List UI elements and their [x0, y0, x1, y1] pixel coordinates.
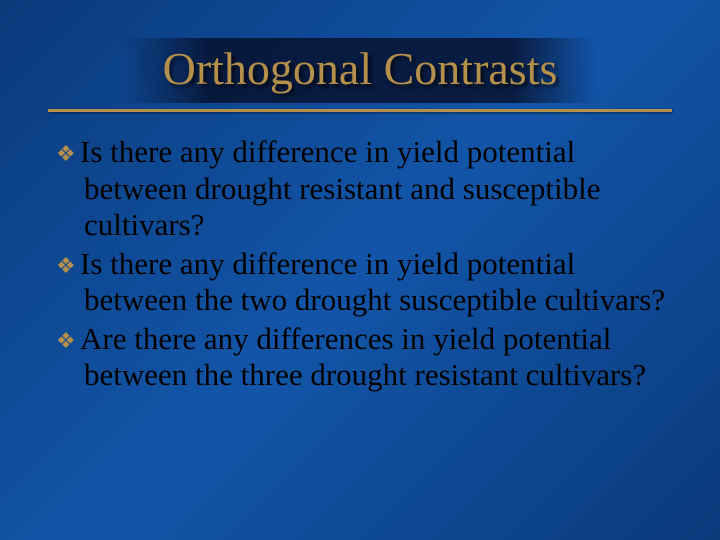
diamond-bullet-icon: ❖ — [56, 328, 80, 354]
slide: Orthogonal Contrasts ❖Is there any diffe… — [0, 0, 720, 540]
title-underline — [48, 109, 672, 112]
list-item: ❖Are there any differences in yield pote… — [56, 321, 670, 394]
slide-title: Orthogonal Contrasts — [123, 38, 598, 103]
diamond-bullet-icon: ❖ — [56, 141, 80, 167]
diamond-bullet-icon: ❖ — [56, 253, 80, 279]
list-item: ❖Is there any difference in yield potent… — [56, 134, 670, 244]
list-item-text: Is there any difference in yield potenti… — [80, 246, 665, 318]
list-item: ❖Is there any difference in yield potent… — [56, 246, 670, 319]
list-item-text: Is there any difference in yield potenti… — [80, 134, 601, 242]
list-item-text: Are there any differences in yield poten… — [80, 321, 646, 393]
content-area: ❖Is there any difference in yield potent… — [40, 134, 680, 394]
title-container: Orthogonal Contrasts — [40, 38, 680, 103]
